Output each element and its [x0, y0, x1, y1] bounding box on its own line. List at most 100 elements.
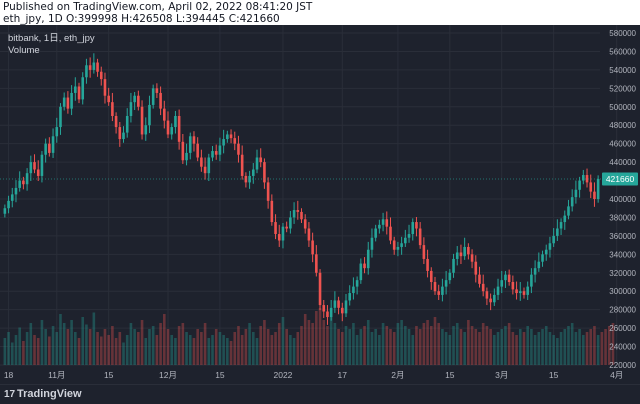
candle-body [263, 162, 266, 183]
candlestick-chart[interactable]: 580000 560000 540000 520000 500000 480000 4600… [0, 25, 640, 384]
volume-bar [363, 326, 366, 365]
volume-bar [329, 317, 333, 365]
y-tick-label: 560000 [609, 47, 636, 56]
y-tick-label: 400000 [609, 195, 636, 204]
volume-bar [544, 326, 548, 365]
candle-body [326, 311, 329, 318]
volume-bar [578, 329, 581, 365]
tradingview-logo[interactable]: 17 TradingView [4, 388, 82, 400]
y-tick-label: 520000 [609, 84, 636, 93]
volume-bar [270, 335, 274, 365]
candle-body [522, 291, 526, 295]
volume-bar [14, 335, 18, 365]
volume-bar [593, 326, 596, 365]
y-tick-label: 360000 [609, 232, 636, 241]
volume-bar [426, 320, 429, 365]
candle-body [322, 305, 326, 312]
y-tick-label: 460000 [609, 140, 636, 149]
candle-body [233, 138, 237, 144]
candle-body [237, 143, 240, 155]
volume-bar [359, 329, 363, 365]
chart-area[interactable]: 580000 560000 540000 520000 500000 480000 4600… [0, 25, 640, 384]
time-axis[interactable]: 18 11月 15 12月 15 2022 17 2月 15 3月 15 4月 [4, 370, 623, 380]
volume-bar [244, 329, 248, 365]
tv-logo-icon: 17 [4, 389, 16, 400]
candle-body [285, 226, 288, 229]
volume-bar [200, 332, 203, 365]
volume-bar [300, 326, 303, 365]
volume-bar [140, 320, 144, 365]
candle-body [18, 180, 21, 188]
volume-bar [511, 332, 515, 365]
y-tick-label: 300000 [609, 287, 636, 296]
volume-bar [567, 326, 570, 365]
candle-body [196, 143, 199, 158]
price-axis[interactable]: 580000 560000 540000 520000 500000 480000 4600… [609, 29, 636, 370]
volume-bar [337, 329, 340, 365]
volume-bar [415, 326, 418, 365]
volume-bar [188, 335, 192, 365]
candle-body [359, 263, 363, 281]
candle-body [366, 249, 370, 269]
candle-body [481, 283, 485, 292]
candle-body [74, 86, 77, 93]
volume-bar [378, 335, 381, 365]
candle-body [96, 62, 99, 72]
volume-bar [40, 320, 44, 365]
candle-body [255, 157, 259, 170]
x-tick-label: 15 [215, 370, 225, 380]
price-tag: 421660 [602, 172, 638, 186]
candle-body [478, 274, 481, 284]
candle-body [81, 77, 85, 100]
candle-body [211, 151, 214, 158]
volume-bar [515, 335, 518, 365]
volume-bar [281, 317, 285, 365]
candle-body [352, 286, 355, 294]
volume-bar [433, 317, 437, 365]
candle-body [266, 182, 270, 201]
candle-body [77, 86, 81, 100]
y-tick-label: 320000 [609, 269, 636, 278]
candle-body [389, 226, 392, 241]
volume-bar [233, 332, 237, 365]
candle-body [374, 228, 377, 238]
candle-body [496, 286, 500, 295]
legend-volume[interactable]: Volume [8, 45, 40, 56]
volume-bar [355, 335, 359, 365]
volume-bar [470, 326, 474, 365]
volume-bar [48, 336, 51, 365]
volume-bar [70, 320, 73, 365]
volume-bar [574, 332, 578, 365]
candle-body [188, 136, 192, 153]
volume-bar [125, 335, 129, 365]
candle-body [404, 237, 407, 244]
legend-symbol[interactable]: bitbank, 1日, eth_jpy [8, 33, 95, 44]
candle-body [563, 215, 567, 223]
volume-bar [326, 326, 329, 365]
volume-bar [422, 323, 426, 365]
volume-bar [259, 326, 263, 365]
candle-body [303, 219, 307, 229]
candle-body [337, 300, 340, 308]
candle-body [70, 92, 73, 109]
candle-body [452, 258, 455, 273]
candles[interactable] [3, 53, 600, 325]
candle-body [422, 245, 426, 259]
candle-body [518, 291, 522, 294]
volume-bar [311, 323, 314, 365]
candle-body [470, 254, 474, 262]
volume-bar [463, 332, 466, 365]
candle-body [441, 286, 444, 295]
volume-bar [218, 332, 222, 365]
candle-body [181, 141, 185, 161]
volume-bar [303, 314, 307, 365]
candle-body [392, 240, 396, 250]
volume-bar [407, 329, 411, 365]
candle-body [533, 268, 537, 275]
candle-body [159, 92, 162, 109]
volume-bar [88, 329, 92, 365]
volume-bar [277, 323, 281, 365]
volume-bar [203, 323, 207, 365]
volume-bar [596, 335, 600, 365]
volume-bar [289, 335, 292, 365]
